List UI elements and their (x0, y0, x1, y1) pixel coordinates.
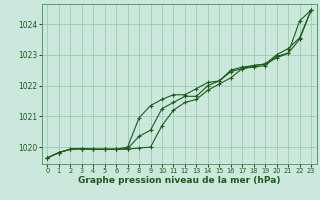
X-axis label: Graphe pression niveau de la mer (hPa): Graphe pression niveau de la mer (hPa) (78, 176, 280, 185)
